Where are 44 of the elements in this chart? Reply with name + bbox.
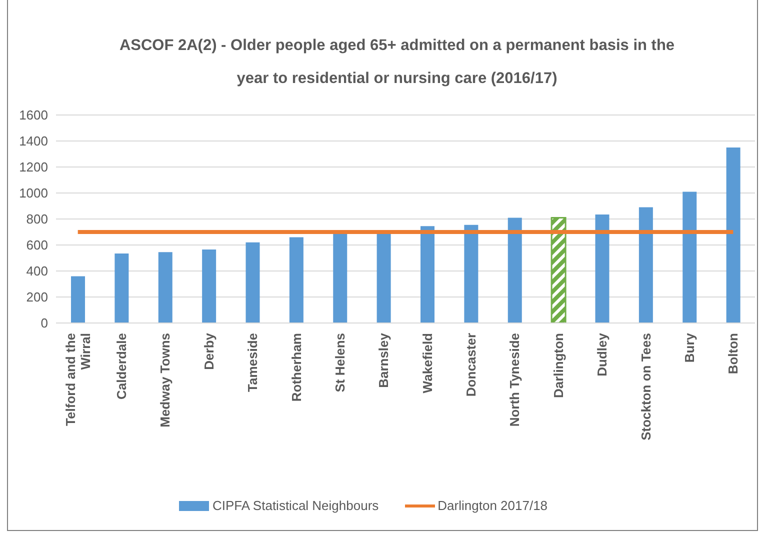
x-tick-label: Doncaster [464,333,479,397]
bar [71,276,85,323]
y-tick-label: 1600 [19,108,48,123]
y-tick-label: 400 [26,264,48,279]
y-tick-label: 600 [26,238,48,253]
x-tick-label: Telford and the Wirral [62,333,93,426]
x-tick-label: Barnsley [376,332,392,388]
x-tick-label: North Tyneside [507,333,522,427]
bar [595,214,610,323]
y-tick-label: 800 [26,212,48,227]
y-tick-label: 1000 [19,186,48,201]
legend-label: CIPFA Statistical Neighbours [212,498,379,513]
x-tick-label: Bolton [726,332,741,374]
bar [726,148,740,323]
x-tick-label: Dudley [594,332,610,376]
x-tick-label: Rotherham [288,333,304,402]
x-tick-label: Darlington [550,332,566,398]
y-tick-label: 0 [40,316,48,331]
bar [464,224,478,323]
chart-title: ASCOF 2A(2) - Older people aged 65+ admitted on a permanent basis in the year to residential or nursing care (2016/17) [118,36,676,89]
bar [376,233,391,323]
bar [682,192,697,323]
x-tick-label: Tameside [245,333,260,392]
x-tick-label: Wakefield [420,332,435,394]
bar [333,233,348,323]
x-tick-label: Bury [682,332,697,363]
bar [420,226,434,323]
bar [202,250,216,323]
x-tick-label: Stockton on Tees [638,333,654,440]
bar [550,216,566,323]
legend-label: Darlington 2017/18 [438,498,548,513]
bar [114,253,129,323]
y-tick-label: 200 [26,290,48,305]
x-tick-label: Calderdale [114,333,130,400]
bar [246,242,260,323]
bar [508,218,522,323]
bar [158,252,172,323]
x-tick-label: St Helens [332,333,348,392]
x-tick-label: Derby [201,332,216,370]
bar [638,207,653,323]
y-tick-label: 1400 [19,134,48,149]
bar [289,237,304,323]
x-tick-label: Medway Towns [158,333,173,428]
y-tick-label: 1200 [19,160,48,175]
